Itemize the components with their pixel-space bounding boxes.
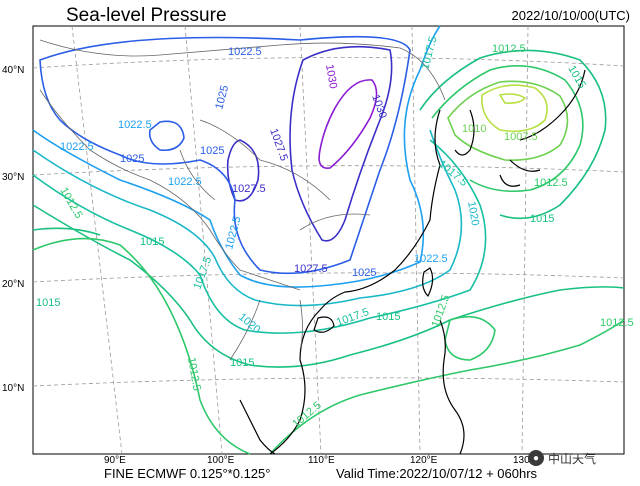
isobar-1025	[39, 35, 411, 275]
contour-label: 1025	[200, 145, 224, 157]
isobar-1017-5	[32, 139, 487, 334]
meridian-90e	[71, 25, 123, 455]
parallel-40n	[32, 57, 625, 69]
contour-label: 1022.5	[118, 119, 152, 131]
lon-label-90e: 90°E	[104, 455, 126, 466]
lat-label-40n: 40°N	[2, 65, 24, 76]
contour-label: 1022.5	[168, 176, 202, 188]
isobar-1012-5-east	[444, 315, 496, 361]
map-title: Sea-level Pressure	[66, 5, 227, 26]
malay-coast	[239, 399, 276, 455]
parallel-20n	[32, 272, 625, 283]
contour-label: 1027.5	[294, 263, 328, 275]
contour-label: 1015	[530, 213, 554, 225]
korea-coast	[454, 109, 475, 156]
isobar-1010	[447, 80, 569, 162]
isobar-1015-west	[32, 227, 101, 236]
longitude-labels: 90°E 100°E 110°E 120°E 130°E	[104, 455, 541, 466]
isobar-low-core	[498, 93, 527, 104]
contour-label: 1012.5	[600, 317, 634, 329]
meridian-130e	[521, 25, 529, 455]
contour-label: 1022.5	[60, 141, 94, 153]
contour-label: 1022.5	[414, 253, 448, 265]
isobar-1025-b	[148, 120, 185, 152]
isobar-1030	[318, 79, 378, 169]
watermark: ● 中山天气	[528, 447, 628, 469]
isobar-1027-5	[289, 45, 393, 242]
parallel-10n	[32, 377, 625, 387]
isobar-1015	[32, 204, 625, 368]
japan-coast	[499, 69, 586, 187]
model-resolution: FINE ECMWF 0.125°*0.125°	[104, 466, 271, 481]
contour-label: 1027.5	[232, 183, 266, 195]
lon-label-130e: 130°E	[513, 455, 541, 466]
lon-label-120e: 120°E	[410, 455, 438, 466]
province-lines	[179, 119, 371, 231]
isobar-1012-5-north	[431, 64, 584, 193]
lon-label-110e: 110°E	[308, 455, 335, 466]
sea-borders	[229, 299, 303, 361]
china-border-west	[39, 89, 301, 291]
contour-label: 1012.5	[185, 356, 203, 391]
meridian-120e	[411, 25, 421, 455]
isobar-1007-5	[481, 84, 548, 133]
isobar-1012-5-b	[269, 319, 625, 455]
wechat-icon: ●	[528, 450, 544, 466]
china-border-north	[39, 39, 446, 101]
lat-label-20n: 20°N	[2, 279, 24, 290]
indochina-coast	[269, 309, 321, 455]
isobar-1012-5	[32, 237, 251, 455]
contour-label: 1025	[352, 267, 376, 279]
watermark-text: 中山天气	[548, 451, 597, 466]
contour-label: 1012.5	[534, 177, 568, 189]
graticule	[32, 25, 625, 455]
contour-label: 1015	[376, 311, 400, 323]
isobars	[32, 25, 625, 455]
contour-label: 1010	[462, 123, 486, 135]
lon-label-100e: 100°E	[207, 455, 235, 466]
contour-label: 1012.5	[492, 43, 526, 55]
valid-time: Valid Time:2022/10/07/12 + 060hrs	[336, 466, 538, 481]
lat-label-30n: 30°N	[2, 172, 24, 183]
latitude-labels: 40°N 30°N 20°N 10°N	[2, 65, 24, 394]
contour-label: 1015	[140, 236, 164, 248]
philippines-coast	[439, 319, 465, 455]
parallel-30n	[32, 165, 625, 176]
contour-label: 1020	[465, 200, 481, 226]
contour-label: 1022.5	[228, 46, 262, 58]
meridian-100e	[184, 25, 223, 455]
china-coast	[319, 109, 441, 311]
isobar-1022-5	[32, 25, 441, 288]
isobar-1020	[32, 129, 463, 307]
country-borders	[39, 39, 446, 361]
meridian-110e	[299, 25, 322, 455]
contour-label: 1025	[120, 153, 144, 165]
contour-label: 1007.5	[504, 131, 538, 143]
coastlines	[239, 69, 586, 455]
contour-label: 1030	[323, 63, 339, 89]
isobar-1015-north	[419, 49, 607, 220]
hainan-coast	[313, 316, 335, 333]
analysis-timestamp: 2022/10/10/00(UTC)	[511, 8, 630, 23]
taiwan-coast	[422, 267, 434, 298]
lat-label-10n: 10°N	[2, 383, 24, 394]
contour-label: 1015	[230, 357, 254, 369]
contour-label: 1015	[36, 297, 60, 309]
